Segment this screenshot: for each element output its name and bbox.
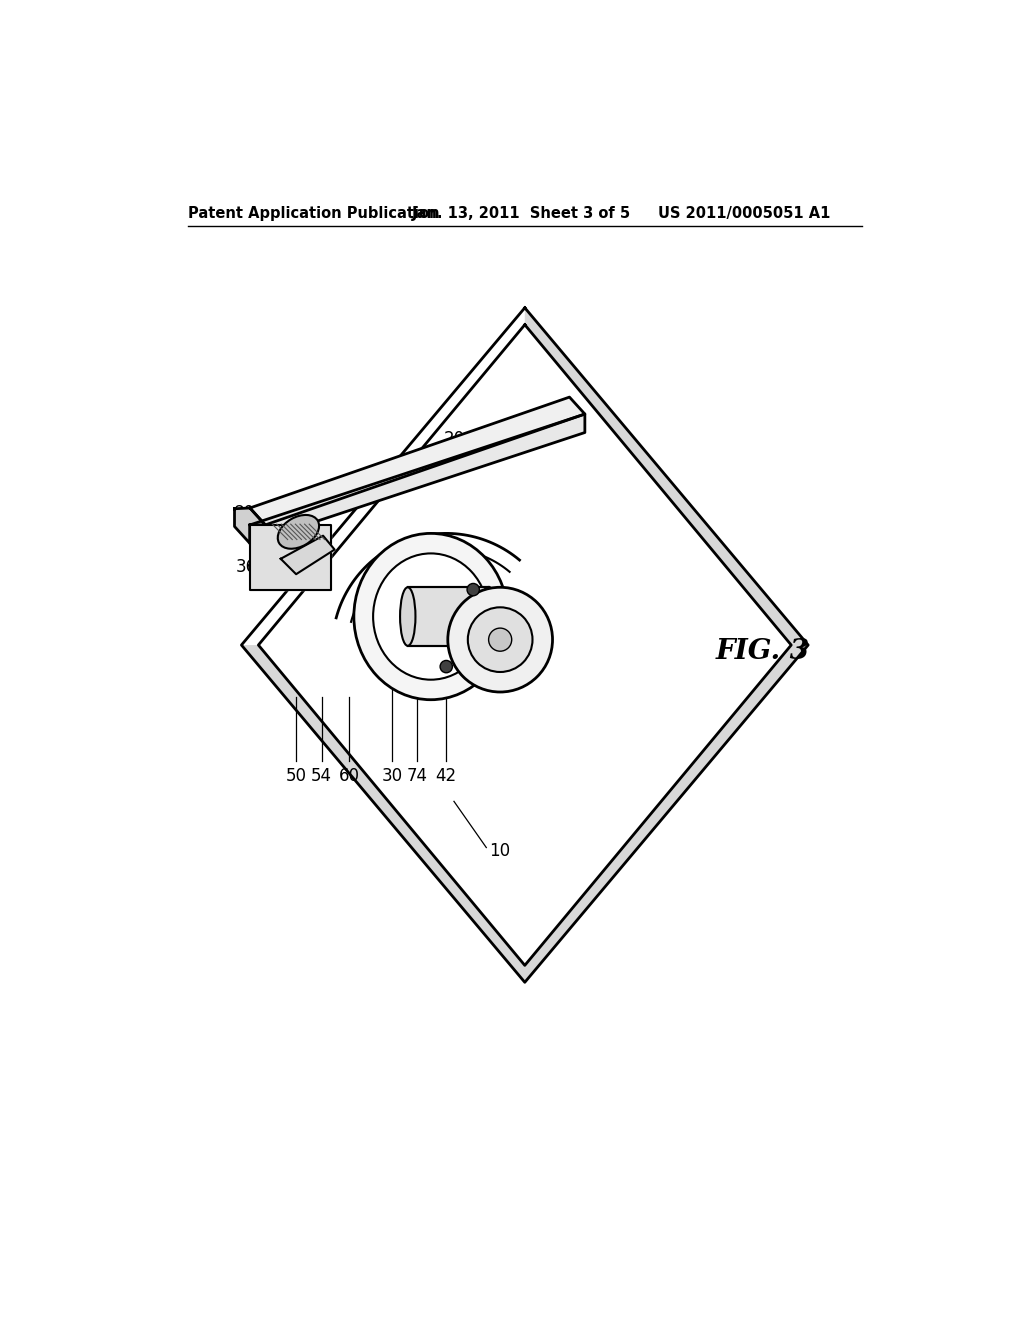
Text: 20: 20 — [443, 430, 465, 449]
Ellipse shape — [479, 587, 498, 645]
Ellipse shape — [468, 607, 532, 672]
Polygon shape — [242, 308, 808, 982]
Polygon shape — [250, 397, 585, 525]
Text: US 2011/0005051 A1: US 2011/0005051 A1 — [658, 206, 830, 222]
Text: 36: 36 — [236, 557, 257, 576]
Text: 30: 30 — [382, 767, 402, 784]
Text: 74: 74 — [407, 767, 427, 784]
Bar — [408, 587, 488, 645]
Text: 54: 54 — [311, 767, 332, 784]
Ellipse shape — [354, 533, 508, 700]
Ellipse shape — [483, 597, 494, 636]
Ellipse shape — [278, 515, 319, 549]
Polygon shape — [281, 536, 335, 574]
Circle shape — [440, 660, 453, 673]
Text: FIG. 3: FIG. 3 — [716, 638, 810, 665]
Polygon shape — [250, 414, 585, 544]
Text: 10: 10 — [489, 842, 511, 861]
Polygon shape — [234, 508, 265, 544]
Text: Jan. 13, 2011  Sheet 3 of 5: Jan. 13, 2011 Sheet 3 of 5 — [412, 206, 631, 222]
Ellipse shape — [488, 628, 512, 651]
Text: 50: 50 — [286, 767, 306, 784]
Ellipse shape — [400, 587, 416, 645]
Text: Patent Application Publication: Patent Application Publication — [188, 206, 440, 222]
Text: 42: 42 — [435, 767, 457, 784]
Text: 80: 80 — [234, 504, 255, 521]
Polygon shape — [250, 525, 331, 590]
Text: 60: 60 — [339, 767, 359, 784]
Ellipse shape — [447, 587, 553, 692]
Circle shape — [467, 583, 479, 595]
Ellipse shape — [373, 553, 488, 680]
